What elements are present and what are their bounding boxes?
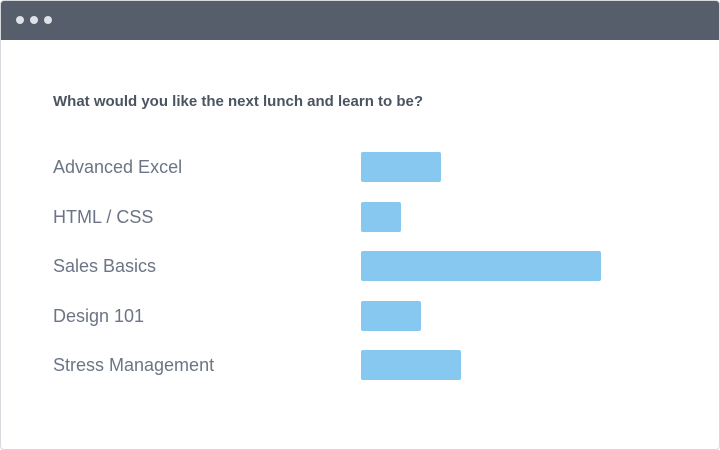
option-bar: [361, 251, 601, 281]
option-label: Sales Basics: [53, 256, 157, 276]
option-bar: [361, 350, 461, 380]
option-label: HTML / CSS: [53, 206, 154, 227]
window-dot-icon[interactable]: [30, 16, 38, 24]
window-dot-icon[interactable]: [44, 16, 52, 24]
window-dot-icon[interactable]: [16, 16, 24, 24]
option-bar: [361, 300, 421, 331]
option-bar: [361, 201, 401, 232]
window-titlebar: [1, 1, 719, 40]
option-label: Design 101: [53, 305, 145, 326]
option-label: Advanced Excel: [53, 157, 183, 177]
option-bar: [361, 152, 441, 182]
option-label: Stress Management: [53, 355, 215, 375]
poll-question: What would you like the next lunch and l…: [53, 93, 424, 110]
